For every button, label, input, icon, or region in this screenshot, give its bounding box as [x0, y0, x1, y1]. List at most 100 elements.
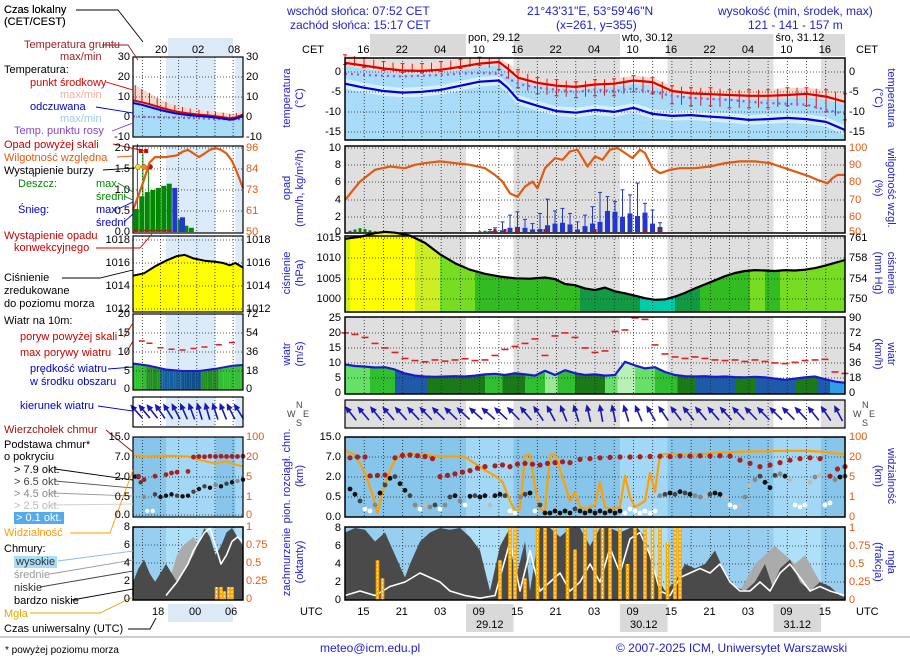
main-wind-tick-left: 20 [328, 327, 341, 339]
main-cloudext-tick-right: 20 [849, 451, 862, 463]
mini-temperature-tick-right: 20 [246, 71, 259, 83]
mini-cloudiness-tick-left: 2 [123, 575, 130, 587]
compass-e-label: E [869, 409, 876, 419]
legend-item: Śnieg: [18, 204, 50, 216]
compass-w-label: W [287, 409, 296, 419]
main-temperature-tick-left: -5 [331, 86, 341, 98]
main-precip-tick-right: 50 [849, 226, 862, 238]
legend-item: Chmury: [4, 543, 46, 555]
mini-wind-tick-right: 36 [246, 346, 259, 358]
axis-title: (frakcja) [872, 542, 884, 582]
main-cloudiness-tick-right: 1 [849, 522, 856, 534]
mini-wind-tick-right: 72 [246, 308, 259, 320]
utc-tick: 15 [511, 606, 524, 618]
mini-temperature-tick-right: 0 [246, 111, 253, 123]
main-cloudext-tick-left: 15.0 [319, 431, 341, 443]
altitude-label: wysokość (min, środek, max) [718, 4, 873, 18]
legend-item: konwekcyjnego [14, 242, 90, 254]
utc-tick: 09 [626, 606, 639, 618]
main-wind-tick-left: 5 [334, 372, 341, 384]
main-cloudext-tick-right: 100 [849, 431, 868, 443]
mini-wind-tick-left: 5 [123, 365, 130, 377]
legend-item: Ciśnienie [4, 272, 50, 284]
main-pressure-tick-right: 754 [849, 273, 868, 285]
main-temperature-tick-right: 0 [849, 66, 856, 78]
mini-utc-tick: 06 [225, 606, 238, 618]
legend-item: Temperatura: [4, 64, 69, 76]
mini-pressure-tick-right: 1018 [246, 234, 271, 246]
mini-cet-tick: 02 [192, 44, 205, 56]
mini-precip-tick-right: 50 [246, 226, 259, 238]
mini-precip-tick-right: 73 [246, 184, 259, 196]
cet-tick: 22 [549, 44, 562, 56]
legend-item: Wierzchołek chmur [4, 424, 98, 436]
main-precip-tick-right: 70 [849, 194, 862, 206]
mini-cloudiness-tick-right: 0.25 [246, 575, 268, 587]
mini-pressure-tick-left: 1012 [105, 303, 130, 315]
cet-tick: 16 [818, 44, 832, 56]
cet-tick: 10 [472, 44, 485, 56]
main-wind-tick-right: 0 [849, 387, 856, 399]
legend-item: Mgła [4, 608, 28, 620]
compass-w-label: W [853, 409, 862, 419]
main-precip-tick-right: 80 [849, 176, 862, 188]
utc-tick: 03 [588, 606, 601, 618]
legend-item: Temp. punktu rosy [14, 125, 104, 137]
legend-item: max/min [60, 113, 102, 125]
mini-wind-tick-left: 0 [123, 383, 130, 395]
footnote-above-sea-level: * powyżej poziomu morza [5, 645, 119, 656]
utc-tick: 03 [741, 606, 755, 618]
mini-cloudiness-tick-left: 4 [123, 557, 130, 569]
main-pressure-tick-right: 758 [849, 252, 868, 264]
mini-cloudext-tick-right: 100 [246, 431, 265, 443]
legend-item: prędkość wiatru [30, 363, 108, 375]
utc-tick: 21 [395, 606, 408, 618]
legend-item: max/min [60, 89, 102, 101]
legend-item: max [96, 204, 117, 216]
main-pressure-tick-left: 1005 [316, 273, 341, 285]
main-cloudiness-tick-left: 2 [334, 576, 341, 588]
mini-temperature-tick-right: 10 [246, 91, 259, 103]
mini-cloudiness-tick-right: 0 [246, 593, 253, 605]
cet-tick: 22 [703, 44, 716, 56]
main-cloudext-tick-right: 0 [849, 511, 856, 523]
legend-item: niskie [14, 582, 43, 594]
mini-utc-tick: 18 [152, 606, 165, 618]
sunset-text: zachód słońca: 15:17 CET [290, 18, 431, 32]
main-cloudext-tick-left: 2.0 [325, 471, 341, 483]
legend-item: Wystąpienie opadu [4, 230, 98, 242]
utc-tick: 03 [434, 606, 447, 618]
main-pressure-tick-left: 1000 [316, 293, 341, 305]
compass-n-label: N [296, 400, 303, 410]
main-cloudiness-tick-left: 4 [334, 558, 341, 570]
main-cloudiness-tick-right: 0.25 [849, 576, 871, 588]
main-precip-tick-left: 8 [334, 159, 341, 171]
legend-item: Temperatura gruntu [24, 39, 120, 51]
legend-item: Wystąpienie burzy [4, 165, 94, 177]
main-precip-tick-left: 4 [334, 194, 341, 206]
mini-wind-tick-right: 54 [246, 327, 259, 339]
legend-item: > 0.1 okt. [14, 512, 64, 524]
legend-item: max/min [60, 51, 102, 63]
mini-temperature-tick-left: 0 [123, 111, 130, 123]
mini-temperature-tick-left: 20 [117, 71, 130, 83]
mini-precip-tick-right: 61 [246, 205, 259, 217]
legend-item: Wilgotność względna [4, 152, 108, 164]
utc-tick: 09 [472, 606, 485, 618]
utc-legend-label: Czas uniwersalny (UTC) [4, 623, 124, 635]
main-precip-tick-left: 6 [334, 176, 341, 188]
main-pressure-tick-right: 761 [849, 232, 868, 244]
main-wind-tick-left: 10 [328, 357, 341, 369]
legend-item: bardzo niskie [14, 595, 79, 607]
mini-pressure-tick-right: 1014 [246, 280, 271, 292]
mini-cloudext-tick-right: 20 [246, 451, 259, 463]
main-cloudiness-tick-left: 8 [334, 522, 341, 534]
main-precip-tick-left: 0 [334, 226, 341, 238]
legend-item: max porywy wiatru [20, 347, 112, 359]
main-cloudext-tick-right: 5 [849, 471, 856, 483]
legend-item: w środku obszaru [30, 376, 117, 388]
mini-precip-tick-right: 84 [246, 163, 259, 175]
contact-email-link[interactable]: meteo@icm.edu.pl [320, 641, 421, 655]
mini-precip-tick-right: 96 [246, 142, 259, 154]
